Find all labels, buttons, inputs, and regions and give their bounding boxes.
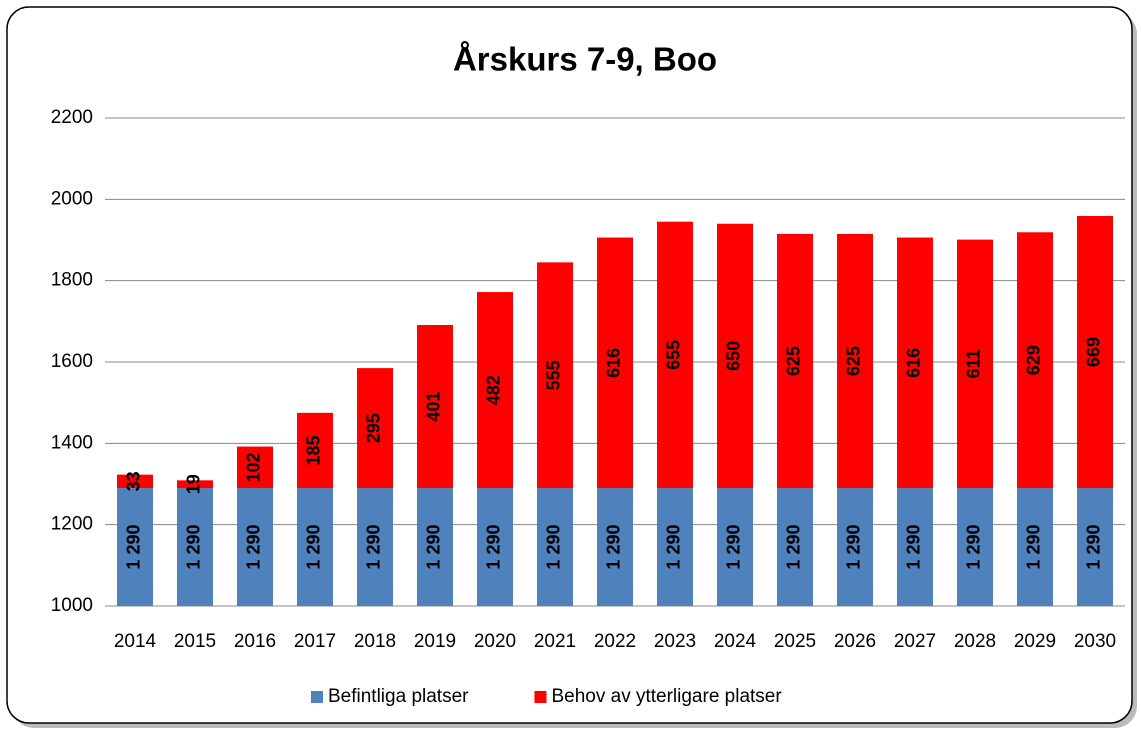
bar-segment [237, 446, 273, 489]
bar-segment [837, 233, 873, 489]
x-tick-label: 2023 [654, 631, 696, 652]
bar-segment [357, 368, 393, 489]
data-label: 185 [304, 435, 324, 465]
bar-segment [537, 488, 573, 606]
data-label: 611 [964, 349, 984, 378]
y-tick-label: 2000 [51, 188, 93, 209]
data-label: 1 290 [364, 525, 384, 570]
data-label: 295 [364, 413, 384, 443]
data-label: 1 290 [184, 525, 204, 570]
x-tick-label: 2027 [894, 631, 936, 652]
data-label: 1 290 [604, 525, 624, 570]
y-tick-label: 1200 [51, 514, 93, 535]
data-label: 655 [664, 340, 684, 370]
data-label: 1 290 [904, 525, 924, 570]
x-tick-label: 2015 [174, 631, 216, 652]
y-tick-label: 2200 [51, 107, 93, 128]
data-label: 482 [484, 375, 504, 405]
data-label: 1 290 [484, 525, 504, 570]
data-label: 650 [724, 341, 744, 371]
bar-segment [837, 488, 873, 606]
data-label: 19 [184, 474, 204, 494]
bar-segment [417, 324, 453, 489]
bar-segment [417, 488, 453, 606]
data-label: 1 290 [544, 525, 564, 570]
bar-segment [777, 233, 813, 489]
x-tick-label: 2019 [414, 631, 456, 652]
x-tick-label: 2014 [114, 631, 157, 652]
data-label: 1 290 [844, 525, 864, 570]
data-label: 102 [244, 452, 264, 482]
bar-segment [537, 262, 573, 489]
data-label: 629 [1024, 345, 1044, 375]
bar-segment [1017, 232, 1053, 489]
bar-segment [177, 480, 213, 489]
bar-segment [717, 488, 753, 606]
data-label: 1 290 [304, 525, 324, 570]
bar-segment [957, 239, 993, 489]
data-label: 616 [904, 348, 924, 378]
x-tick-label: 2029 [1014, 631, 1056, 652]
bar-segment [477, 488, 513, 606]
bar-segment [897, 488, 933, 606]
x-tick-label: 2028 [954, 631, 996, 652]
data-label: 1 290 [1084, 525, 1104, 570]
bar-segment [657, 488, 693, 606]
bar-segment [357, 488, 393, 606]
x-tick-label: 2017 [294, 631, 336, 652]
bar-segment [1017, 488, 1053, 606]
x-tick-label: 2030 [1074, 631, 1116, 652]
x-tick-label: 2021 [534, 631, 576, 652]
bar-segment [957, 488, 993, 606]
data-label: 669 [1084, 337, 1104, 367]
bar-segment [297, 412, 333, 489]
x-tick-label: 2022 [594, 631, 636, 652]
bar-segment [1077, 216, 1113, 489]
bar-segment [297, 488, 333, 606]
bar-segment [477, 292, 513, 489]
data-label: 401 [424, 392, 444, 422]
legend-swatch [311, 691, 323, 703]
data-label: 1 290 [244, 525, 264, 570]
data-label: 1 290 [724, 525, 744, 570]
bar-segment [177, 488, 213, 606]
data-label: 1 290 [1024, 525, 1044, 570]
y-tick-label: 1600 [51, 351, 93, 372]
legend-label: Befintliga platser [328, 686, 469, 707]
x-tick-label: 2020 [474, 631, 516, 652]
data-label: 33 [124, 471, 144, 491]
legend-label: Behov av ytterligare platser [551, 686, 782, 707]
bar-segment [897, 237, 933, 489]
x-tick-label: 2018 [354, 631, 396, 652]
bar-segment [717, 223, 753, 489]
bar-segment [777, 488, 813, 606]
bar-segment [117, 474, 153, 489]
y-tick-label: 1800 [51, 270, 93, 291]
bar-segment [117, 488, 153, 606]
x-tick-label: 2026 [834, 631, 876, 652]
bar-segment [237, 488, 273, 606]
bar-segment [597, 488, 633, 606]
bar-segment [1077, 488, 1113, 606]
legend-swatch [534, 691, 547, 703]
data-label: 1 290 [424, 525, 444, 570]
x-tick-label: 2024 [714, 631, 757, 652]
x-tick-label: 2025 [774, 631, 816, 652]
chart-title: Årskurs 7-9, Boo [453, 41, 717, 78]
y-tick-label: 1400 [51, 432, 93, 453]
data-label: 616 [604, 348, 624, 378]
data-label: 1 290 [784, 525, 804, 570]
data-label: 555 [544, 360, 564, 390]
data-label: 1 290 [664, 525, 684, 570]
data-label: 1 290 [964, 525, 984, 570]
data-label: 1 290 [124, 525, 144, 570]
bar-segment [597, 237, 633, 489]
data-label: 625 [844, 346, 864, 376]
x-tick-label: 2016 [234, 631, 276, 652]
y-tick-label: 1000 [51, 595, 93, 616]
data-label: 625 [784, 346, 804, 376]
bar-segment [657, 221, 693, 489]
